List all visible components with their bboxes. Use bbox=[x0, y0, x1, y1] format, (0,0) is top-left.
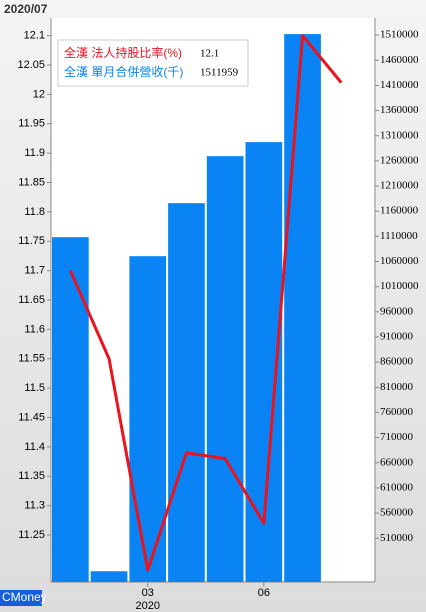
y-tick-label: 11.35 bbox=[18, 470, 45, 482]
y-tick-label: 12.05 bbox=[17, 59, 45, 71]
y2-tick-label: 1160000 bbox=[380, 205, 419, 217]
y2-tick-label: 960000 bbox=[380, 305, 414, 317]
y-tick-label: 11.55 bbox=[18, 353, 45, 365]
y2-tick-label: 1410000 bbox=[380, 79, 419, 91]
y2-tick-label: 910000 bbox=[380, 331, 414, 343]
bar bbox=[284, 34, 321, 582]
y-tick-label: 11.9 bbox=[24, 147, 45, 159]
bar bbox=[90, 571, 128, 582]
x-tick-label: 03 bbox=[142, 587, 154, 599]
y-tick-label: 12.1 bbox=[24, 30, 45, 42]
legend-value: 12.1 bbox=[200, 48, 219, 60]
legend-label: 全漢 法人持股比率(%) bbox=[64, 45, 182, 60]
y2-tick-label: 560000 bbox=[380, 507, 414, 519]
y2-tick-label: 1110000 bbox=[380, 230, 418, 242]
y-tick-label: 11.85 bbox=[18, 176, 45, 188]
y-tick-label: 11.6 bbox=[24, 323, 45, 335]
y2-tick-label: 760000 bbox=[380, 406, 414, 418]
y2-tick-label: 610000 bbox=[380, 481, 414, 493]
y2-tick-label: 1210000 bbox=[380, 180, 419, 192]
legend-box bbox=[57, 39, 249, 87]
y-tick-label: 11.65 bbox=[18, 294, 45, 306]
y2-tick-label: 1510000 bbox=[380, 29, 419, 41]
y-tick-label: 11.4 bbox=[24, 441, 45, 453]
y-tick-label: 11.95 bbox=[18, 118, 45, 130]
y-tick-label: 11.75 bbox=[18, 235, 45, 247]
y2-tick-label: 1060000 bbox=[380, 255, 419, 267]
watermark-bg bbox=[0, 590, 42, 606]
legend-label: 全漢 單月合併營收(千) bbox=[64, 64, 183, 79]
bar bbox=[168, 203, 205, 582]
y2-tick-label: 660000 bbox=[380, 456, 414, 468]
legend-value: 1511959 bbox=[200, 67, 239, 79]
y2-tick-label: 510000 bbox=[380, 532, 414, 544]
y-tick-label: 11.8 bbox=[24, 206, 45, 218]
bar bbox=[52, 237, 89, 582]
bar bbox=[206, 156, 244, 583]
y-tick-label: 11.45 bbox=[18, 411, 45, 423]
bar bbox=[129, 256, 167, 582]
line bbox=[68, 34, 343, 572]
y2-tick-label: 1310000 bbox=[380, 129, 419, 141]
y2-tick-label: 1460000 bbox=[380, 54, 419, 66]
y2-tick-label: 710000 bbox=[380, 431, 414, 443]
y2-tick-label: 860000 bbox=[380, 356, 414, 368]
y-tick-label: 11.7 bbox=[24, 265, 45, 277]
y2-tick-label: 1010000 bbox=[380, 280, 419, 292]
y-tick-label: 11.3 bbox=[24, 500, 45, 512]
chart-title: 2020/07 bbox=[4, 2, 48, 16]
y-tick-label: 11.25 bbox=[18, 529, 45, 541]
x-tick-label: 06 bbox=[258, 587, 270, 599]
x-sublabel: 2020 bbox=[136, 600, 160, 612]
y2-tick-label: 810000 bbox=[380, 381, 414, 393]
y2-tick-label: 1360000 bbox=[380, 104, 419, 116]
y-tick-label: 11.5 bbox=[24, 382, 45, 394]
watermark: CMoney bbox=[2, 590, 47, 604]
y-tick-label: 12 bbox=[33, 88, 45, 100]
y2-tick-label: 1260000 bbox=[380, 154, 419, 166]
